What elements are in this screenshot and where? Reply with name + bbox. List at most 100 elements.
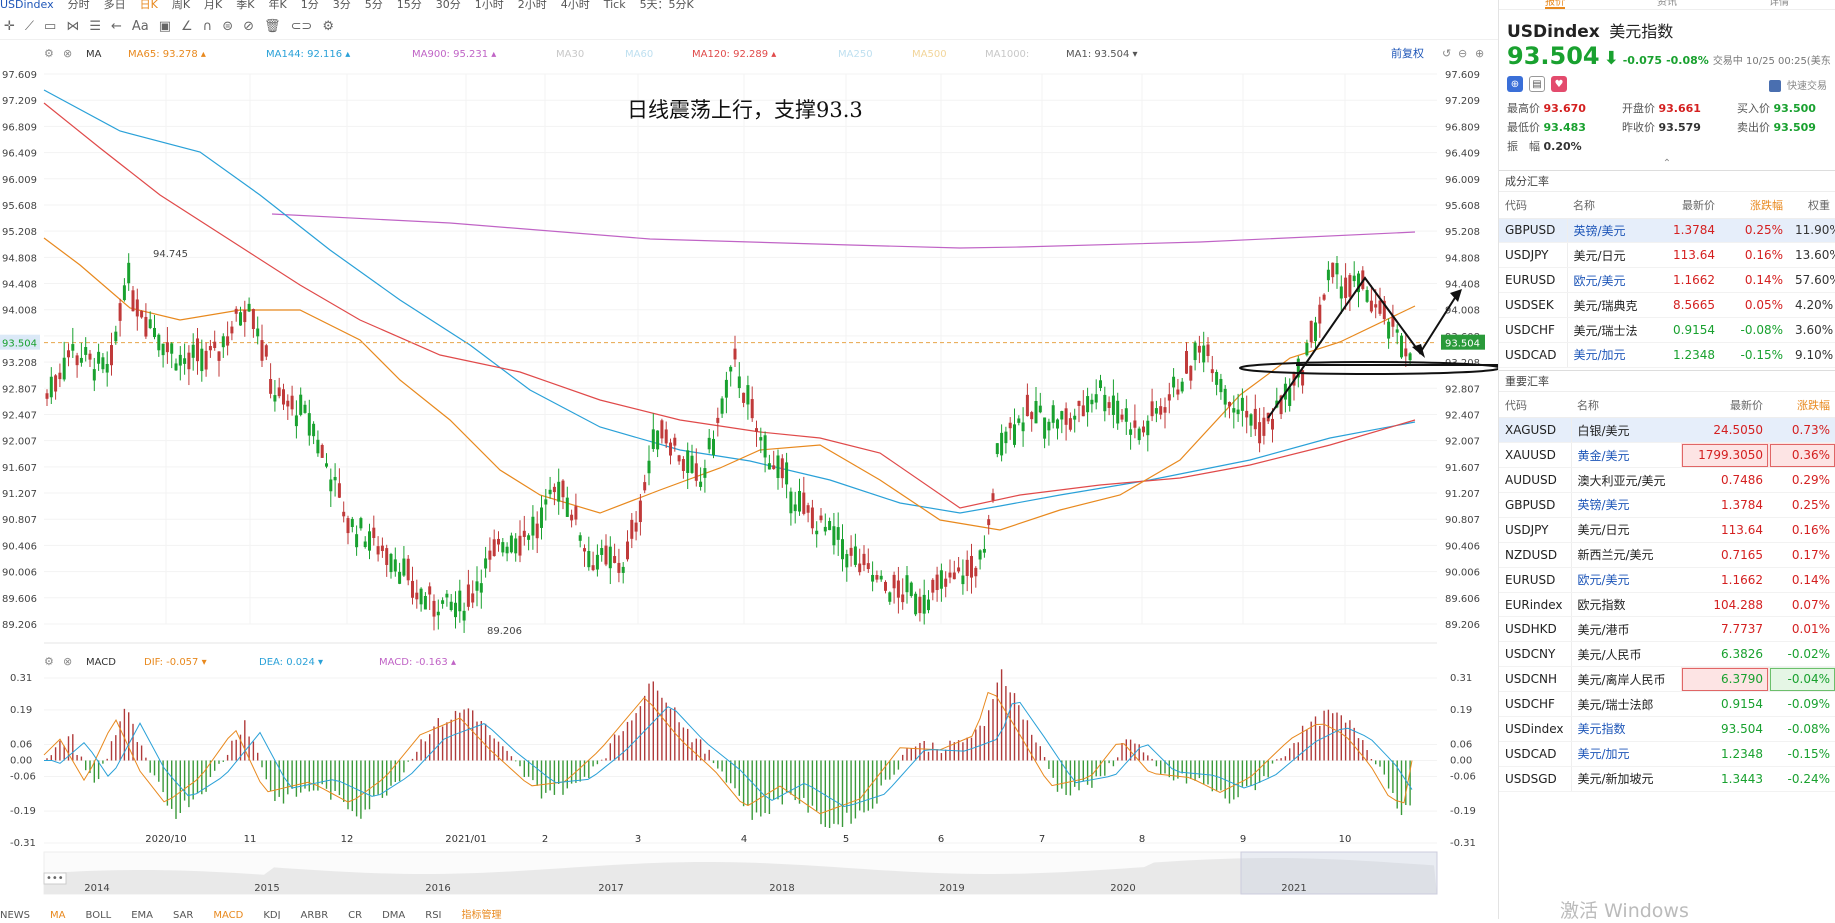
indicator-tab-8[interactable]: CR bbox=[348, 910, 363, 919]
tab-news[interactable]: 资讯 bbox=[1657, 0, 1677, 8]
table-row[interactable]: USDSEK 美元/瑞典克 8.5665 0.05% 4.20% bbox=[1499, 292, 1835, 319]
table-row[interactable]: USDCNH 美元/离岸人民币 6.3790 -0.04% bbox=[1499, 666, 1835, 693]
period-10[interactable]: 5分 bbox=[364, 0, 383, 11]
col-header[interactable]: 涨跌幅 bbox=[1769, 391, 1835, 419]
collapse-chevron-icon[interactable]: ⌃ bbox=[1662, 158, 1672, 169]
table-row[interactable]: NZDUSD 新西兰元/美元 0.7165 0.17% bbox=[1499, 542, 1835, 568]
candle-body bbox=[1176, 389, 1180, 395]
pattern-tool-icon[interactable]: ☰ bbox=[89, 19, 101, 34]
overview-menu-button[interactable] bbox=[43, 872, 67, 885]
period-13[interactable]: 1小时 bbox=[474, 0, 504, 11]
indicator-tab-2[interactable]: BOLL bbox=[85, 910, 112, 919]
table-row[interactable]: USDSGD 美元/新加坡元 1.3443 -0.24% bbox=[1499, 766, 1835, 792]
rect-tool-icon[interactable]: ▭ bbox=[44, 19, 57, 34]
col-header[interactable]: 名称 bbox=[1571, 391, 1681, 419]
col-header[interactable]: 最新价 bbox=[1653, 192, 1721, 219]
globe-icon[interactable]: ⊕ bbox=[1507, 76, 1523, 92]
settings-icon[interactable]: ⚙ bbox=[322, 19, 334, 34]
calendar-icon[interactable]: ▤ bbox=[1529, 76, 1545, 92]
candle-body bbox=[316, 439, 320, 454]
col-header[interactable]: 最新价 bbox=[1681, 391, 1769, 419]
cursor-cross-icon[interactable]: ✛ bbox=[4, 19, 15, 34]
row-name: 美元/加元 bbox=[1567, 342, 1653, 368]
link-icon[interactable]: ⊂⊃ bbox=[290, 19, 313, 34]
legend-item: MA900: 95.231 ▴ bbox=[412, 49, 496, 60]
col-header[interactable]: 名称 bbox=[1567, 192, 1653, 219]
col-header[interactable]: 涨跌幅 bbox=[1721, 192, 1789, 219]
table-row[interactable]: USDHKD 美元/港币 7.7737 0.01% bbox=[1499, 616, 1835, 643]
table-row[interactable]: USDCHF 美元/瑞士法郎 0.9154 -0.09% bbox=[1499, 691, 1835, 718]
period-bar: USDindex 分时 多日 日K 周K 月K 季K 年K 1分 3分 5分 15分 30分 1小时 2小时… bbox=[0, 0, 1498, 14]
period-14[interactable]: 2小时 bbox=[517, 0, 547, 11]
adjust-toggle[interactable]: 前复权 bbox=[1391, 46, 1424, 60]
table-row[interactable]: AUDUSD 澳大利亚元/美元 0.7486 0.29% bbox=[1499, 467, 1835, 494]
period-17[interactable]: 5天：5分K bbox=[639, 0, 694, 11]
period-4[interactable]: 周K bbox=[171, 0, 191, 11]
table-row[interactable]: USDindex 美元指数 93.504 -0.08% bbox=[1499, 716, 1835, 742]
period-15[interactable]: 4小时 bbox=[560, 0, 590, 11]
table-row[interactable]: EURUSD 欧元/美元 1.1662 0.14% bbox=[1499, 567, 1835, 593]
lock-icon[interactable]: ⊜ bbox=[222, 19, 234, 34]
period-3[interactable]: 日K bbox=[139, 0, 158, 11]
arrow-tool-icon[interactable]: ← bbox=[110, 19, 122, 34]
comment-icon[interactable]: ▣ bbox=[158, 19, 172, 34]
candle-body bbox=[600, 548, 604, 555]
indicator-tab-10[interactable]: RSI bbox=[425, 910, 442, 919]
table-row[interactable]: GBPUSD 英镑/美元 1.3784 0.25% bbox=[1499, 492, 1835, 518]
fib-tool-icon[interactable]: ⋈ bbox=[66, 19, 80, 34]
table-row[interactable]: USDCHF 美元/瑞士法 0.9154 -0.08% 3.60% bbox=[1499, 317, 1835, 343]
candle-body bbox=[294, 415, 298, 427]
indicator-tab-6[interactable]: KDJ bbox=[263, 910, 281, 919]
period-11[interactable]: 15分 bbox=[396, 0, 422, 11]
row-name: 欧元指数 bbox=[1571, 592, 1681, 618]
period-12[interactable]: 30分 bbox=[435, 0, 461, 11]
tab-quote[interactable]: 报价 bbox=[1545, 0, 1565, 9]
magnet-icon[interactable]: ∩ bbox=[202, 19, 213, 34]
text-tool[interactable]: Aa bbox=[131, 19, 149, 34]
price-change: -0.075 bbox=[1622, 54, 1663, 67]
indicator-tab-7[interactable]: ARBR bbox=[300, 910, 329, 919]
tab-details[interactable]: 详情 bbox=[1769, 0, 1789, 8]
indicator-tab-1[interactable]: MA bbox=[50, 910, 66, 919]
indicator-tab-5[interactable]: MACD bbox=[213, 910, 244, 919]
period-0[interactable]: USDindex bbox=[0, 0, 54, 11]
table-row[interactable]: XAUUSD 黄金/美元 1799.3050 0.36% bbox=[1499, 442, 1835, 469]
favorite-heart-icon[interactable]: ♥ bbox=[1551, 76, 1567, 92]
col-header[interactable]: 代码 bbox=[1499, 192, 1567, 219]
period-2[interactable]: 多日 bbox=[103, 0, 126, 11]
indicator-tab-3[interactable]: EMA bbox=[131, 910, 154, 919]
row-code: USDJPY bbox=[1499, 242, 1568, 269]
price-chart[interactable]: ⚙ ⊗ MA MA65: 93.278 ▴ MA144: 92.116 ▴ MA900: … bbox=[0, 40, 1498, 919]
period-1[interactable]: 分时 bbox=[67, 0, 90, 11]
table-row[interactable]: USDCAD 美元/加元 1.2348 -0.15% 9.10% bbox=[1499, 342, 1835, 368]
y-tick-right: 89.606 bbox=[1445, 594, 1480, 605]
indicator-tab-9[interactable]: DMA bbox=[382, 910, 406, 919]
period-5[interactable]: 月K bbox=[204, 0, 223, 11]
period-16[interactable]: Tick bbox=[603, 0, 626, 11]
table-row[interactable]: USDCNY 美元/人民币 6.3826 -0.02% bbox=[1499, 641, 1835, 668]
period-7[interactable]: 年K bbox=[268, 0, 287, 11]
line-tool-icon[interactable]: ⟋ bbox=[24, 19, 35, 34]
period-8[interactable]: 1分 bbox=[300, 0, 319, 11]
pen-icon[interactable]: ∠ bbox=[181, 19, 193, 34]
col-header[interactable]: 代码 bbox=[1499, 391, 1571, 419]
indicator-tab-4[interactable]: SAR bbox=[173, 910, 194, 919]
period-9[interactable]: 3分 bbox=[332, 0, 351, 11]
quick-trade-button[interactable]: 快速交易 bbox=[1769, 77, 1827, 92]
table-row[interactable]: USDJPY 美元/日元 113.64 0.16% bbox=[1499, 517, 1835, 543]
indicator-tab-11[interactable]: 指标管理 bbox=[461, 910, 502, 919]
candle-body bbox=[634, 522, 638, 532]
table-row[interactable]: USDCAD 美元/加元 1.2348 -0.15% bbox=[1499, 741, 1835, 767]
trash-icon[interactable]: 🗑 bbox=[264, 19, 281, 34]
candle-body bbox=[552, 486, 556, 493]
eye-off-icon[interactable]: ⊘ bbox=[243, 19, 255, 34]
indicator-tab-0[interactable]: NEWS bbox=[0, 910, 31, 919]
table-row[interactable]: XAGUSD 白银/美元 24.5050 0.73% bbox=[1499, 417, 1835, 444]
table-row[interactable]: EURindex 欧元指数 104.288 0.07% bbox=[1499, 592, 1835, 618]
row-code: NZDUSD bbox=[1499, 542, 1572, 568]
period-6[interactable]: 季K bbox=[236, 0, 255, 11]
col-header[interactable]: 权重 bbox=[1789, 192, 1835, 219]
